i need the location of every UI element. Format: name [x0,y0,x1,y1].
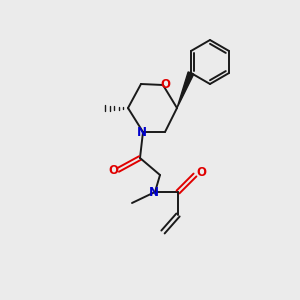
Text: N: N [149,187,159,200]
Text: N: N [137,127,147,140]
Polygon shape [177,72,194,108]
Text: O: O [160,77,170,91]
Text: O: O [108,164,118,176]
Text: O: O [196,167,206,179]
